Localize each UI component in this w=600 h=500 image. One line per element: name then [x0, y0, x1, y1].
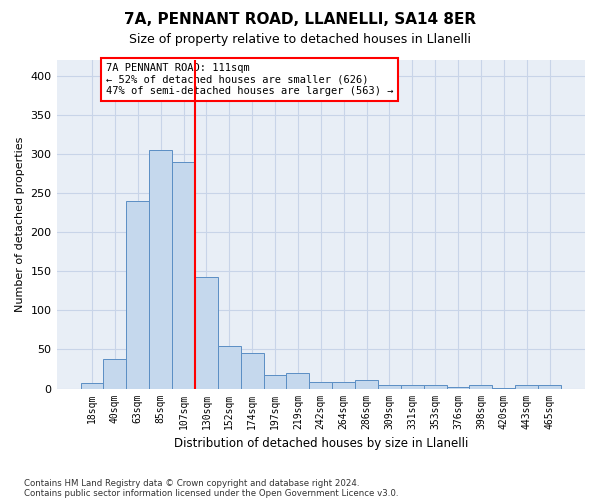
Y-axis label: Number of detached properties: Number of detached properties — [15, 136, 25, 312]
Bar — [424, 386, 446, 388]
Text: Contains HM Land Registry data © Crown copyright and database right 2024.: Contains HM Land Registry data © Crown c… — [24, 478, 359, 488]
Text: Contains public sector information licensed under the Open Government Licence v3: Contains public sector information licen… — [24, 488, 398, 498]
Bar — [80, 383, 103, 388]
Bar — [103, 359, 127, 388]
Text: 7A, PENNANT ROAD, LLANELLI, SA14 8ER: 7A, PENNANT ROAD, LLANELLI, SA14 8ER — [124, 12, 476, 28]
Bar — [149, 150, 172, 388]
Bar — [332, 382, 355, 388]
Bar — [195, 276, 218, 388]
Bar — [378, 384, 401, 388]
Bar — [401, 386, 424, 388]
Text: 7A PENNANT ROAD: 111sqm
← 52% of detached houses are smaller (626)
47% of semi-d: 7A PENNANT ROAD: 111sqm ← 52% of detache… — [106, 63, 393, 96]
Text: Size of property relative to detached houses in Llanelli: Size of property relative to detached ho… — [129, 32, 471, 46]
Bar — [241, 354, 263, 388]
Bar — [127, 201, 149, 388]
X-axis label: Distribution of detached houses by size in Llanelli: Distribution of detached houses by size … — [173, 437, 468, 450]
Bar — [515, 384, 538, 388]
Bar — [446, 387, 469, 388]
Bar — [263, 376, 286, 388]
Bar — [310, 382, 332, 388]
Bar — [469, 386, 493, 388]
Bar — [355, 380, 378, 388]
Bar — [286, 373, 310, 388]
Bar — [538, 384, 561, 388]
Bar — [172, 162, 195, 388]
Bar — [218, 346, 241, 389]
